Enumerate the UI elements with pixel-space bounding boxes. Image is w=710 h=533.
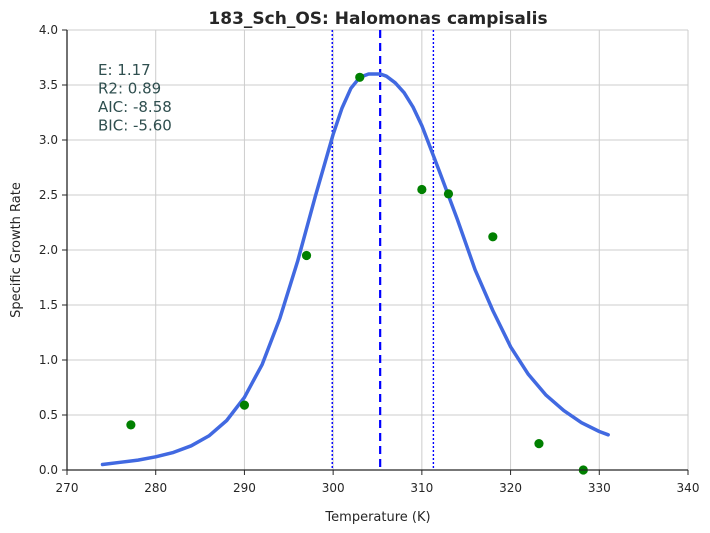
y-tick-label: 3.0 [39, 133, 58, 147]
data-point [534, 439, 544, 449]
vertical-reference-lines [331, 30, 435, 470]
data-point [301, 250, 312, 261]
fit-statistic: BIC: -5.60 [98, 117, 172, 135]
fit-statistic: E: 1.17 [98, 61, 151, 79]
x-tick-label: 290 [233, 481, 256, 495]
data-point [355, 72, 365, 82]
x-tick-labels: 270 280 290 300 310 320 330 340 [56, 481, 700, 495]
y-tick-label: 1.5 [39, 298, 58, 312]
x-axis-label: Temperature (K) [324, 510, 430, 525]
data-point [126, 420, 136, 430]
x-tick-label: 300 [322, 481, 345, 495]
y-tick-label: 4.0 [39, 23, 58, 37]
y-tick-label: 0.5 [39, 408, 58, 422]
y-tick-label: 0.0 [39, 463, 58, 477]
y-tick-label: 1.0 [39, 353, 58, 367]
data-point [239, 400, 250, 410]
y-axis-label: Specific Growth Rate [9, 182, 24, 318]
fit-curve [100, 72, 610, 467]
fit-curve-layer [100, 72, 610, 467]
x-tick-label: 340 [677, 481, 700, 495]
data-point [488, 232, 498, 242]
data-point [443, 189, 454, 199]
data-point [417, 184, 427, 195]
data-points-layer [126, 72, 588, 475]
y-tick-label: 3.5 [39, 78, 58, 92]
axes [62, 29, 689, 475]
grid-lines [67, 29, 689, 470]
y-tick-label: 2.0 [39, 243, 58, 257]
fit-statistic: AIC: -8.58 [98, 98, 172, 116]
y-tick-labels: 0.0 0.5 1.0 1.5 2.0 2.5 3.0 3.5 4.0 [39, 23, 58, 477]
x-tick-label: 330 [588, 481, 611, 495]
x-tick-label: 280 [144, 481, 167, 495]
fit-statistic: R2: 0.89 [98, 80, 161, 98]
x-tick-label: 270 [56, 481, 79, 495]
chart-title: 183_Sch_OS: Halomonas campisalis [208, 9, 547, 29]
y-tick-label: 2.5 [39, 188, 58, 202]
x-tick-label: 310 [410, 481, 433, 495]
x-tick-label: 320 [499, 481, 522, 495]
